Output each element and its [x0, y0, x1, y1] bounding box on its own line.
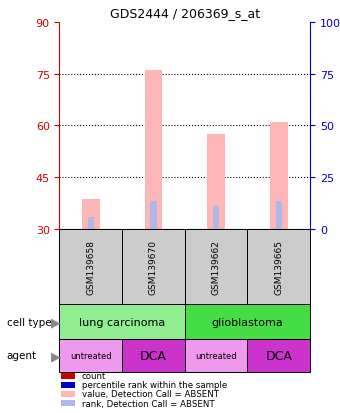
Bar	[88, 217, 94, 229]
Bar	[213, 207, 219, 229]
Title: GDS2444 / 206369_s_at: GDS2444 / 206369_s_at	[110, 7, 260, 20]
Text: cell type: cell type	[7, 317, 51, 327]
Text: rank, Detection Call = ABSENT: rank, Detection Call = ABSENT	[82, 399, 214, 408]
Bar	[59, 304, 185, 339]
Text: glioblastoma: glioblastoma	[211, 317, 283, 327]
Text: ▶: ▶	[51, 349, 61, 362]
Text: count: count	[82, 371, 106, 380]
Bar	[59, 229, 122, 304]
Text: GSM139658: GSM139658	[86, 239, 95, 294]
Text: GSM139665: GSM139665	[274, 239, 283, 294]
Bar	[59, 339, 122, 372]
Bar	[150, 202, 157, 229]
Text: untreated: untreated	[195, 351, 237, 360]
Bar	[185, 339, 248, 372]
Bar	[185, 229, 248, 304]
Bar	[185, 304, 310, 339]
Text: GSM139670: GSM139670	[149, 239, 158, 294]
Bar	[145, 71, 162, 229]
Text: percentile rank within the sample: percentile rank within the sample	[82, 380, 227, 389]
Bar	[276, 202, 282, 229]
Text: DCA: DCA	[265, 349, 292, 362]
Text: agent: agent	[7, 351, 37, 361]
Text: GSM139662: GSM139662	[211, 239, 221, 294]
Bar	[248, 229, 310, 304]
Bar	[207, 135, 225, 229]
Text: untreated: untreated	[70, 351, 112, 360]
Text: DCA: DCA	[140, 349, 167, 362]
Bar	[248, 339, 310, 372]
Text: value, Detection Call = ABSENT: value, Detection Call = ABSENT	[82, 389, 219, 399]
Bar	[82, 200, 100, 229]
Text: ▶: ▶	[51, 315, 61, 328]
Text: lung carcinoma: lung carcinoma	[79, 317, 165, 327]
Bar	[270, 123, 288, 229]
Bar	[122, 229, 185, 304]
Bar	[122, 339, 185, 372]
